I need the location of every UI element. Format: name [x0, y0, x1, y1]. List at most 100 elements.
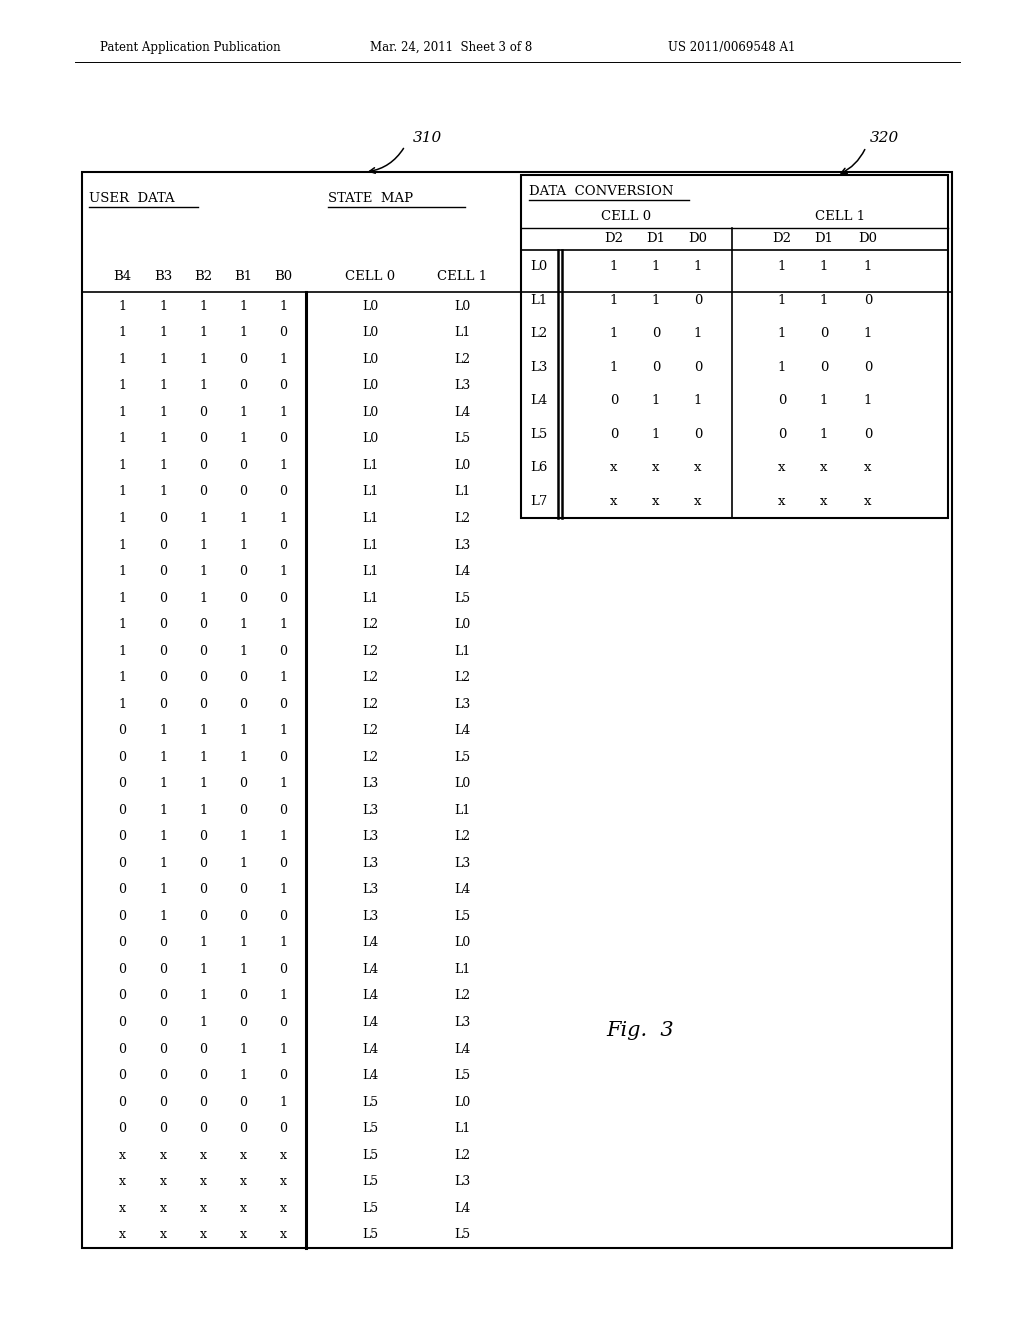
Text: x: x: [200, 1201, 207, 1214]
Text: x: x: [610, 495, 617, 508]
Text: 0: 0: [118, 1069, 126, 1082]
Text: L1: L1: [361, 591, 378, 605]
Text: 0: 0: [239, 698, 247, 710]
Text: 0: 0: [199, 644, 207, 657]
Text: L5: L5: [454, 751, 470, 764]
Text: L4: L4: [454, 1043, 470, 1056]
Text: 0: 0: [118, 990, 126, 1002]
Text: 0: 0: [199, 909, 207, 923]
Text: 0: 0: [118, 777, 126, 791]
Text: 0: 0: [199, 1122, 207, 1135]
Text: 1: 1: [778, 260, 786, 273]
Text: 1: 1: [118, 591, 126, 605]
Text: L1: L1: [454, 1122, 470, 1135]
Text: 1: 1: [118, 671, 126, 684]
Text: 0: 0: [199, 618, 207, 631]
Text: 0: 0: [159, 1043, 167, 1056]
Text: x: x: [160, 1148, 167, 1162]
Text: x: x: [240, 1228, 247, 1241]
Text: x: x: [778, 461, 785, 474]
Text: L6: L6: [530, 461, 548, 474]
Text: 1: 1: [199, 539, 207, 552]
Text: DATA  CONVERSION: DATA CONVERSION: [529, 185, 674, 198]
Text: L0: L0: [361, 352, 378, 366]
Text: D1: D1: [646, 232, 666, 246]
Text: 0: 0: [199, 857, 207, 870]
Text: 1: 1: [199, 352, 207, 366]
Text: x: x: [160, 1228, 167, 1241]
Text: 1: 1: [159, 751, 167, 764]
Text: L4: L4: [361, 990, 378, 1002]
Text: 1: 1: [279, 990, 287, 1002]
Text: 0: 0: [652, 360, 660, 374]
Text: L3: L3: [454, 698, 470, 710]
Text: 1: 1: [778, 294, 786, 306]
Text: L2: L2: [530, 327, 548, 341]
Text: 1: 1: [118, 326, 126, 339]
Text: 1: 1: [199, 777, 207, 791]
Text: L5: L5: [361, 1122, 378, 1135]
Text: L1: L1: [361, 512, 378, 525]
Text: x: x: [820, 495, 827, 508]
Text: x: x: [200, 1228, 207, 1241]
Text: x: x: [280, 1228, 287, 1241]
Text: 1: 1: [279, 883, 287, 896]
Text: 0: 0: [159, 618, 167, 631]
Text: 1: 1: [778, 360, 786, 374]
Text: B2: B2: [194, 271, 212, 282]
Text: 1: 1: [118, 459, 126, 473]
Text: x: x: [200, 1175, 207, 1188]
Text: 1: 1: [279, 725, 287, 737]
Text: 0: 0: [279, 1016, 287, 1030]
Text: L0: L0: [454, 459, 470, 473]
Text: 1: 1: [239, 512, 247, 525]
Text: x: x: [864, 461, 871, 474]
Text: 0: 0: [199, 1096, 207, 1109]
Text: B4: B4: [113, 271, 131, 282]
Text: 0: 0: [159, 964, 167, 975]
Text: 1: 1: [239, 300, 247, 313]
Text: 0: 0: [118, 1016, 126, 1030]
Text: 1: 1: [118, 644, 126, 657]
Text: 0: 0: [159, 591, 167, 605]
Text: CELL 1: CELL 1: [437, 271, 487, 282]
Text: 0: 0: [199, 1069, 207, 1082]
Text: 0: 0: [199, 405, 207, 418]
Text: x: x: [160, 1175, 167, 1188]
Text: L3: L3: [361, 777, 378, 791]
Text: L4: L4: [454, 883, 470, 896]
Text: x: x: [820, 461, 827, 474]
Text: 0: 0: [199, 486, 207, 499]
Text: 1: 1: [159, 352, 167, 366]
Text: 0: 0: [239, 671, 247, 684]
Text: L5: L5: [361, 1096, 378, 1109]
Text: 1: 1: [864, 260, 872, 273]
Text: L0: L0: [454, 1096, 470, 1109]
Text: 1: 1: [159, 909, 167, 923]
Text: 0: 0: [239, 883, 247, 896]
Text: D1: D1: [814, 232, 834, 246]
Text: x: x: [280, 1201, 287, 1214]
Text: 1: 1: [239, 1043, 247, 1056]
Text: 1: 1: [820, 294, 828, 306]
Text: 1: 1: [239, 751, 247, 764]
Text: L2: L2: [454, 512, 470, 525]
Text: 0: 0: [279, 486, 287, 499]
Text: L2: L2: [361, 618, 378, 631]
Text: L0: L0: [454, 618, 470, 631]
Text: 0: 0: [118, 936, 126, 949]
Text: L4: L4: [361, 1016, 378, 1030]
Text: L3: L3: [454, 539, 470, 552]
Text: 1: 1: [279, 352, 287, 366]
Text: 0: 0: [239, 379, 247, 392]
Text: 1: 1: [118, 512, 126, 525]
Text: 0: 0: [864, 294, 872, 306]
Text: 0: 0: [239, 591, 247, 605]
Text: 1: 1: [199, 804, 207, 817]
Text: 0: 0: [239, 804, 247, 817]
Text: 1: 1: [820, 395, 828, 408]
Text: 0: 0: [279, 909, 287, 923]
Text: 1: 1: [159, 830, 167, 843]
Text: 0: 0: [279, 698, 287, 710]
Text: 1: 1: [118, 300, 126, 313]
